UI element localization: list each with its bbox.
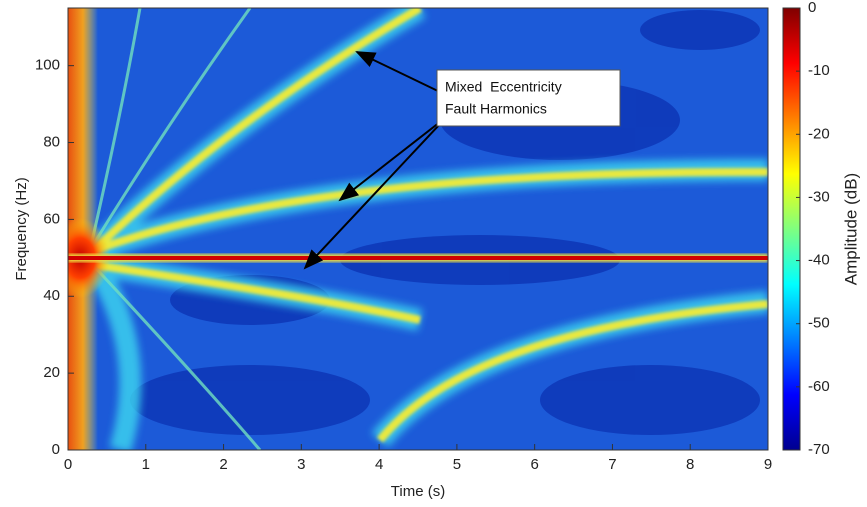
y-axis-label: Frequency (Hz) xyxy=(13,177,30,280)
colorbar-tick-label: -70 xyxy=(808,441,830,458)
x-tick-label: 8 xyxy=(686,456,694,473)
colorbar-tick-label: -10 xyxy=(808,62,830,79)
colorbar-tick-label: 0 xyxy=(808,0,816,16)
colorbar xyxy=(783,8,800,450)
x-axis-label: Time (s) xyxy=(391,483,445,500)
y-tick-label: 60 xyxy=(43,210,60,227)
y-tick-label: 100 xyxy=(35,57,60,74)
colorbar-tick-label: -40 xyxy=(808,252,830,269)
spectrogram-image xyxy=(50,8,768,450)
y-tick-label: 80 xyxy=(43,133,60,150)
x-tick-label: 2 xyxy=(219,456,227,473)
x-tick-label: 1 xyxy=(142,456,150,473)
x-tick-label: 9 xyxy=(764,456,772,473)
annotation-text: Mixed Eccentricity xyxy=(445,79,562,95)
x-tick-label: 4 xyxy=(375,456,383,473)
x-tick-label: 0 xyxy=(64,456,72,473)
colorbar-tick-label: -60 xyxy=(808,378,830,395)
x-tick-label: 3 xyxy=(297,456,305,473)
annotation-text: Fault Harmonics xyxy=(445,101,547,117)
colorbar-tick-label: -50 xyxy=(808,315,830,332)
y-tick-label: 20 xyxy=(43,364,60,381)
colorbar-tick-label: -20 xyxy=(808,125,830,142)
y-tick-label: 40 xyxy=(43,287,60,304)
chart: Time (s) Frequency (Hz) Amplitude (dB) M… xyxy=(0,0,867,507)
x-tick-label: 6 xyxy=(530,456,538,473)
x-tick-label: 5 xyxy=(453,456,461,473)
y-tick-label: 0 xyxy=(52,441,60,458)
x-tick-label: 7 xyxy=(608,456,616,473)
colorbar-label: Amplitude (dB) xyxy=(841,173,860,285)
colorbar-tick-label: -30 xyxy=(808,188,830,205)
